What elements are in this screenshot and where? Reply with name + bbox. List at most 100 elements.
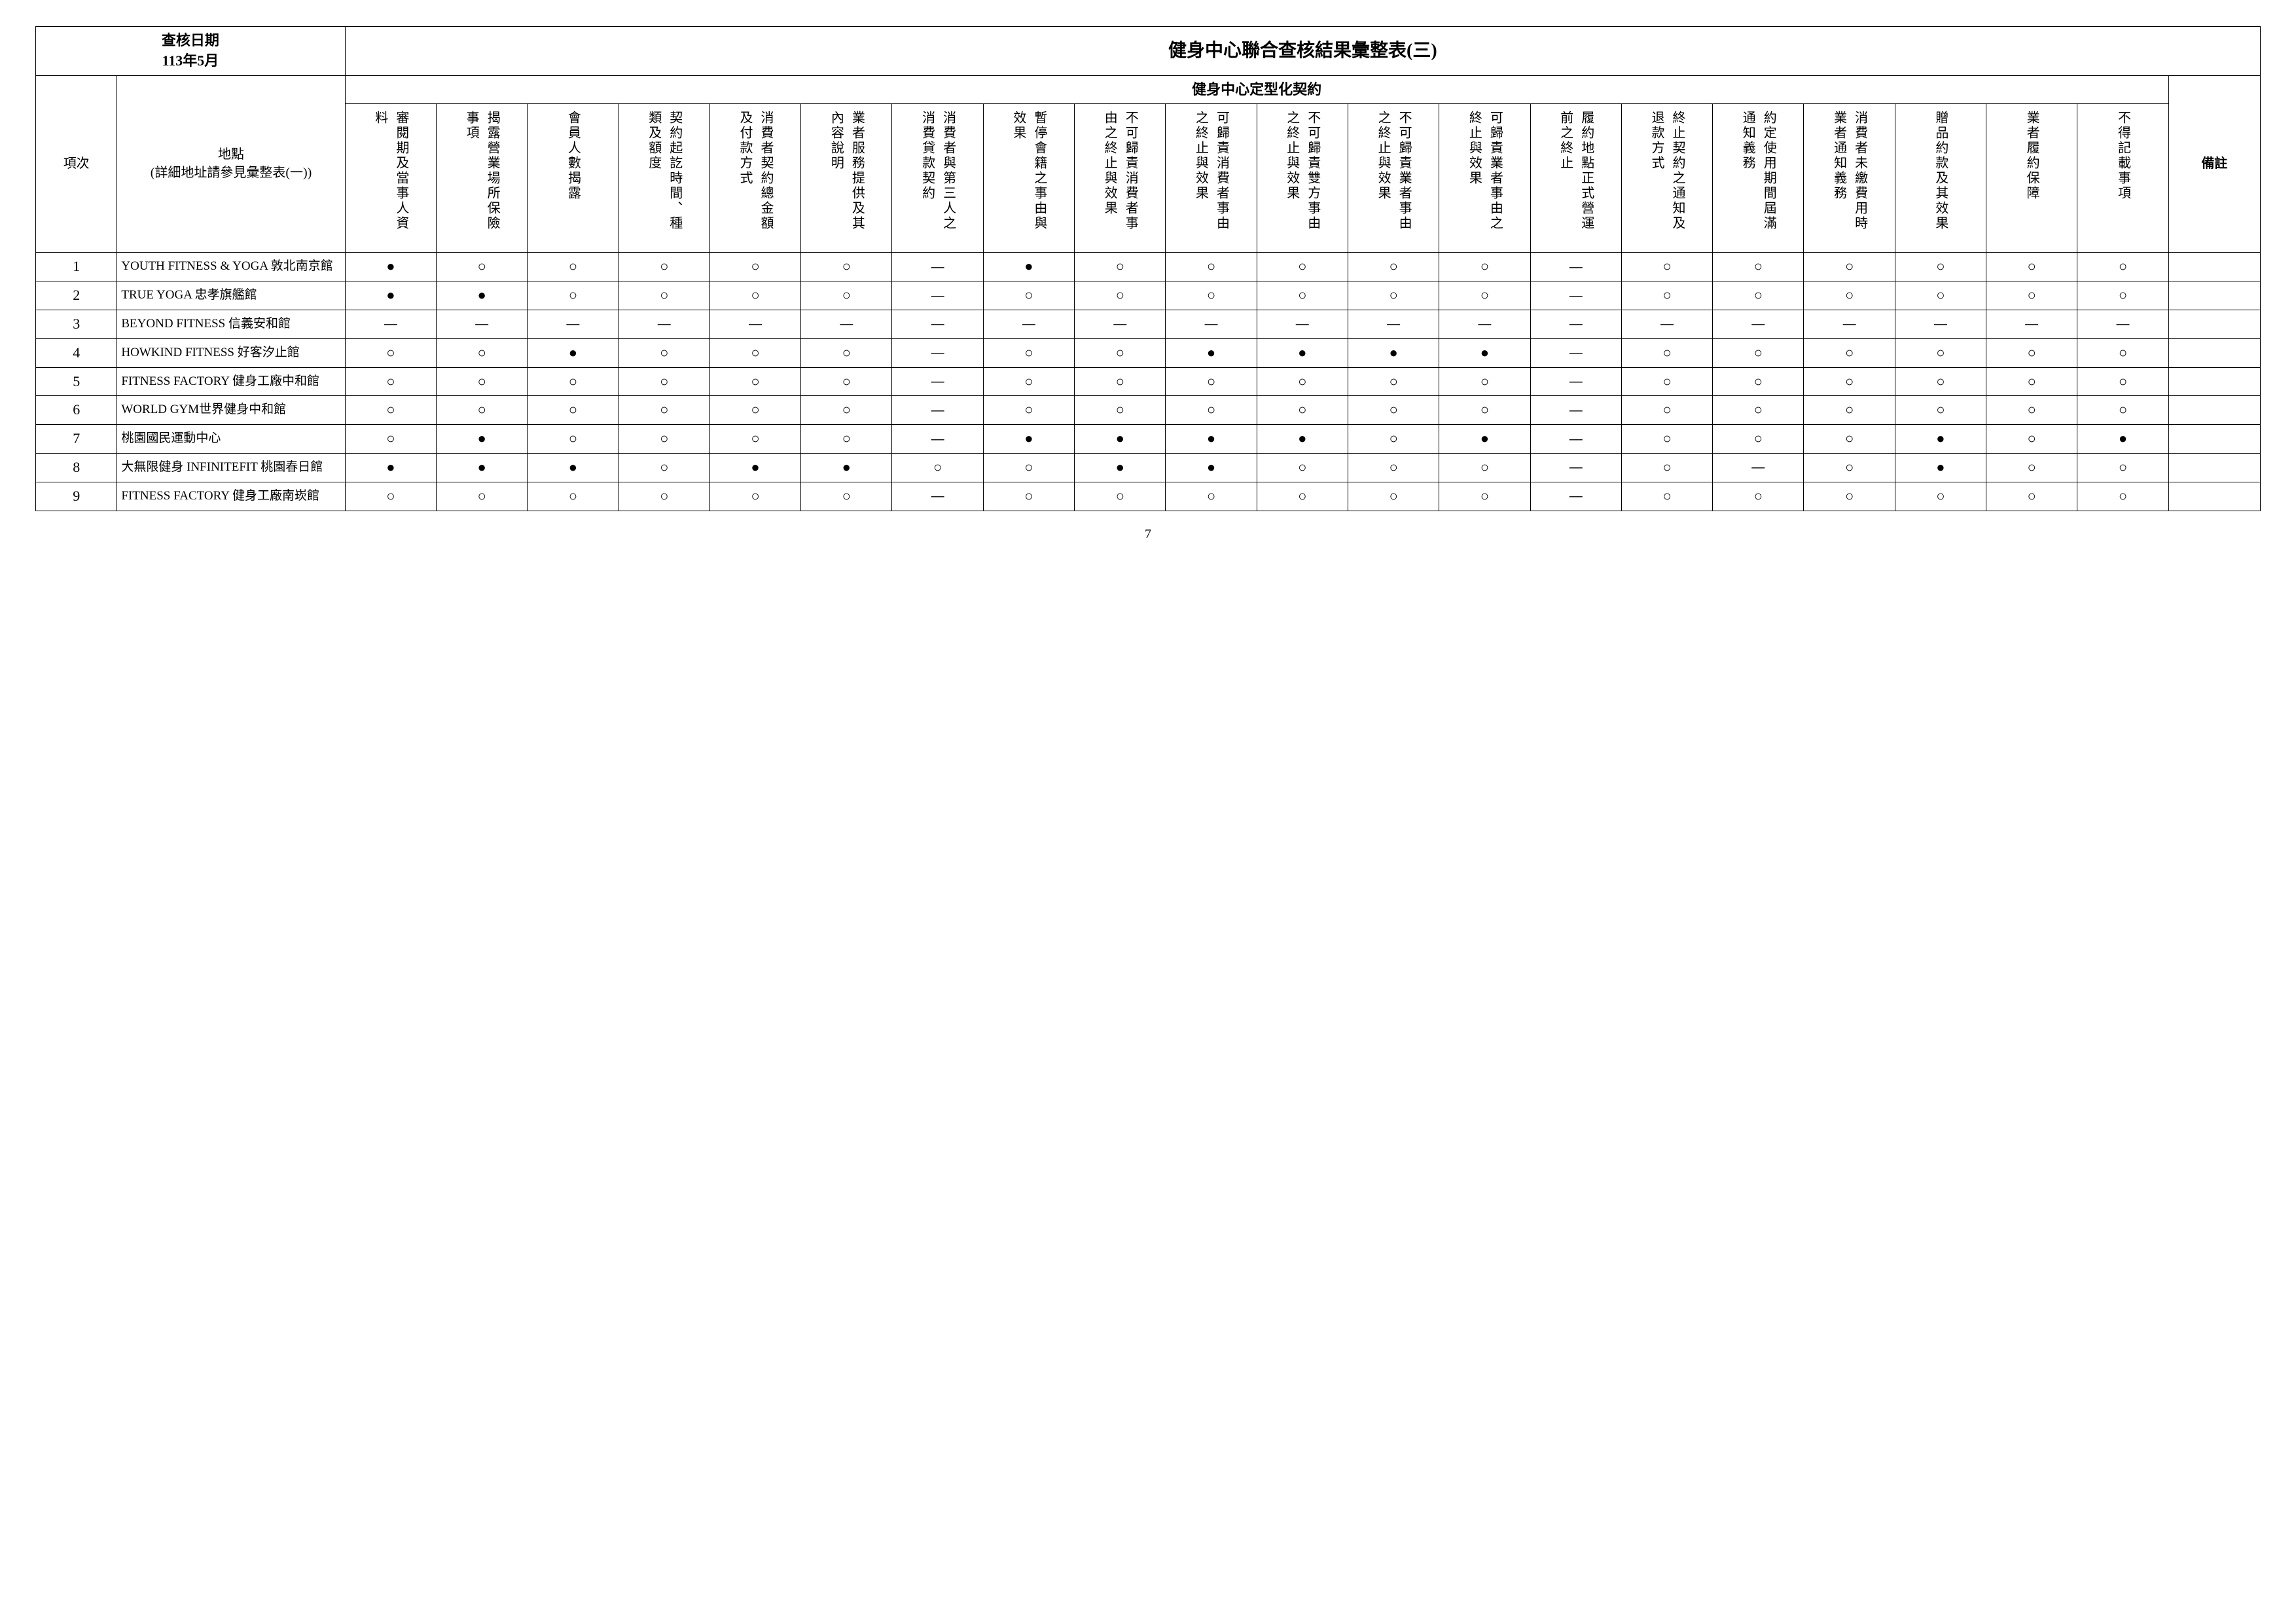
cell: ○ [2077,367,2168,396]
cell: — [1530,482,1621,511]
cell: — [1621,310,1712,338]
cell: — [1530,396,1621,425]
col-header-index: 項次 [36,75,117,253]
cell: ○ [1348,425,1439,454]
cell: ○ [436,396,527,425]
col-header-label: 契約起訖時間、種類及額度 [643,111,685,243]
cell: — [1530,253,1621,281]
cell: ○ [1986,425,2077,454]
cell: ○ [1621,482,1712,511]
row-index: 7 [36,425,117,454]
table-row: 3BEYOND FITNESS 信義安和館———————————————————… [36,310,2261,338]
cell: ● [1895,425,1986,454]
cell: ○ [1348,453,1439,482]
cell: ○ [1075,396,1166,425]
cell: ○ [1713,425,1804,454]
cell: ○ [436,338,527,367]
cell: ○ [1986,396,2077,425]
cell: ○ [983,281,1074,310]
cell: ○ [709,338,800,367]
cell: — [1530,281,1621,310]
cell: ○ [1621,396,1712,425]
cell: ○ [709,253,800,281]
cell: — [892,367,983,396]
cell: ○ [801,367,892,396]
cell: ● [1257,338,1348,367]
col-header-9: 可歸責消費者事由之終止與效果 [1166,104,1257,253]
col-header-12: 可歸責業者事由之終止與效果 [1439,104,1530,253]
cell: ○ [1075,338,1166,367]
header-date: 查核日期 113年5月 [36,27,346,76]
cell: ○ [709,482,800,511]
cell: ● [345,253,436,281]
cell: ● [1166,425,1257,454]
page-number: 7 [35,527,2261,542]
cell: ○ [801,396,892,425]
col-header-label: 消費者與第三人之消費貸款契約 [917,111,959,243]
row-index: 4 [36,338,117,367]
cell: ○ [1257,453,1348,482]
cell: ○ [1439,396,1530,425]
cell: ○ [1804,453,1895,482]
page-container: 查核日期 113年5月 健身中心聯合查核結果彙整表(三) 項次 地點 (詳細地址… [35,26,2261,542]
cell: ○ [1348,396,1439,425]
cell: ○ [1804,367,1895,396]
cell: ○ [1986,253,2077,281]
cell: ○ [345,396,436,425]
table-row: 5FITNESS FACTORY 健身工廠中和館○○○○○○—○○○○○○—○○… [36,367,2261,396]
cell: ○ [1713,482,1804,511]
cell: ○ [801,281,892,310]
cell: — [1257,310,1348,338]
cell: ○ [1804,338,1895,367]
cell: ○ [1804,396,1895,425]
cell: ○ [1166,396,1257,425]
cell: — [1530,367,1621,396]
cell: ○ [1257,482,1348,511]
cell: ○ [1895,396,1986,425]
cell: ○ [1895,281,1986,310]
cell: — [436,310,527,338]
col-header-13: 履約地點正式營運前之終止 [1530,104,1621,253]
col-header-5: 業者服務提供及其內容說明 [801,104,892,253]
cell: ● [801,453,892,482]
cell: — [1075,310,1166,338]
row-note [2168,253,2260,281]
col-header-8: 不可歸責消費者事由之終止與效果 [1075,104,1166,253]
cell: — [345,310,436,338]
row-location: FITNESS FACTORY 健身工廠南崁館 [117,482,345,511]
cell: ○ [619,253,709,281]
cell: ○ [1621,425,1712,454]
cell: — [1804,310,1895,338]
cell: — [2077,310,2168,338]
cell: — [892,396,983,425]
row-location: TRUE YOGA 忠孝旗艦館 [117,281,345,310]
cell: — [983,310,1074,338]
cell: ○ [1166,367,1257,396]
row-note [2168,367,2260,396]
cell: — [709,310,800,338]
cell: ○ [528,253,619,281]
cell: ○ [1713,338,1804,367]
cell: ○ [709,281,800,310]
cell: ○ [436,482,527,511]
cell: ○ [801,425,892,454]
cell: ○ [619,367,709,396]
table-row: 1YOUTH FITNESS & YOGA 敦北南京館●○○○○○—●○○○○○… [36,253,2261,281]
cell: ○ [1895,338,1986,367]
table-row: 8大無限健身 INFINITEFIT 桃園春日館●●●○●●○○●●○○○—○—… [36,453,2261,482]
table-row: 9FITNESS FACTORY 健身工廠南崁館○○○○○○—○○○○○○—○○… [36,482,2261,511]
cell: ○ [1804,281,1895,310]
cell: ○ [1804,482,1895,511]
cell: — [1895,310,1986,338]
cell: ○ [1621,453,1712,482]
cell: ○ [2077,453,2168,482]
cell: — [1530,338,1621,367]
cell: ○ [1621,338,1712,367]
cell: ● [1075,453,1166,482]
col-header-label: 履約地點正式營運前之終止 [1555,111,1597,243]
row-location: FITNESS FACTORY 健身工廠中和館 [117,367,345,396]
col-header-label: 業者履約保障 [2021,111,2042,201]
cell: ○ [619,425,709,454]
row-location: 桃園國民運動中心 [117,425,345,454]
cell: ○ [1075,253,1166,281]
